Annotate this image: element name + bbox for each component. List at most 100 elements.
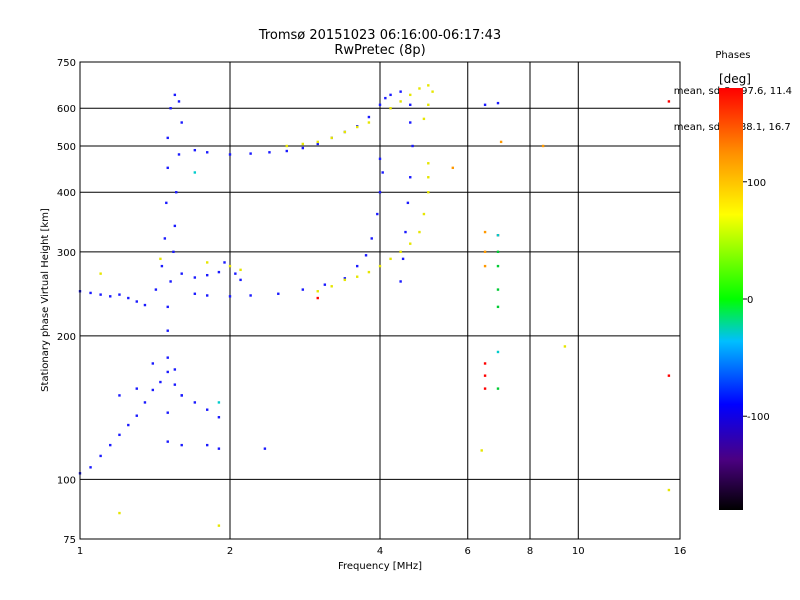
chart-title: Tromsø 20151023 06:16:00-06:17:43 RwPret… xyxy=(180,28,580,58)
data-point xyxy=(422,117,426,121)
data-point xyxy=(451,166,455,170)
data-point xyxy=(228,295,232,298)
colorbar-tick-label: -100 xyxy=(747,412,770,423)
data-point xyxy=(483,387,487,390)
data-point xyxy=(409,176,412,179)
data-point xyxy=(277,292,280,295)
data-point xyxy=(109,443,112,447)
data-point xyxy=(285,149,288,153)
data-point xyxy=(118,433,121,437)
data-point xyxy=(496,387,500,390)
data-point xyxy=(389,257,392,261)
data-point xyxy=(99,454,102,458)
data-point xyxy=(165,201,168,205)
data-point xyxy=(193,171,197,174)
data-point xyxy=(343,130,347,134)
data-point xyxy=(159,257,162,261)
data-point xyxy=(169,280,172,283)
data-point xyxy=(127,296,130,300)
data-point xyxy=(180,443,183,447)
data-point xyxy=(118,394,121,397)
x-tick-label: 1 xyxy=(77,546,83,557)
x-tick-label: 16 xyxy=(674,546,687,557)
data-point xyxy=(316,142,319,146)
data-point xyxy=(367,121,371,124)
data-point xyxy=(193,292,197,295)
data-point xyxy=(378,191,382,194)
data-point xyxy=(99,293,102,296)
data-point xyxy=(389,107,392,110)
y-tick-label: 600 xyxy=(57,104,76,115)
y-tick-label: 400 xyxy=(57,188,76,199)
data-point xyxy=(499,140,503,144)
data-point xyxy=(143,303,147,307)
data-point xyxy=(330,136,333,140)
data-point xyxy=(370,237,373,240)
data-point xyxy=(173,224,177,228)
data-point xyxy=(367,270,371,274)
data-point xyxy=(166,356,169,359)
data-point xyxy=(99,272,102,275)
data-point xyxy=(355,264,359,268)
data-point xyxy=(367,115,371,119)
data-point xyxy=(409,242,412,245)
data-point xyxy=(89,466,92,469)
data-point xyxy=(483,362,487,365)
data-point xyxy=(205,151,209,154)
data-point xyxy=(239,268,242,272)
data-point xyxy=(166,329,169,332)
data-point xyxy=(399,280,402,283)
data-point xyxy=(217,401,221,404)
data-point xyxy=(496,250,500,254)
y-tick-label: 75 xyxy=(63,535,76,546)
data-point xyxy=(667,374,671,377)
colorbar-tick-label: 100 xyxy=(747,178,766,189)
data-point xyxy=(496,288,500,291)
data-point xyxy=(263,447,267,450)
data-point xyxy=(427,162,430,165)
data-point xyxy=(316,290,319,293)
data-point xyxy=(169,107,172,110)
data-point xyxy=(409,103,412,107)
data-point xyxy=(223,261,226,264)
data-point xyxy=(163,237,167,240)
data-point xyxy=(217,416,221,419)
data-point xyxy=(173,93,177,97)
data-point xyxy=(109,295,112,298)
data-point xyxy=(667,100,671,103)
data-point xyxy=(205,261,209,264)
data-point xyxy=(364,254,368,257)
data-point xyxy=(177,100,181,103)
data-point xyxy=(228,153,232,156)
x-tick-label: 10 xyxy=(572,546,585,557)
y-tick-label: 100 xyxy=(57,475,76,486)
data-point xyxy=(193,276,197,279)
grid xyxy=(79,61,681,540)
data-point xyxy=(483,103,487,107)
data-point xyxy=(378,264,382,268)
y-tick-label: 500 xyxy=(57,142,76,153)
data-point xyxy=(399,250,402,254)
data-point xyxy=(205,408,209,411)
data-point xyxy=(193,401,197,404)
data-point xyxy=(249,294,252,297)
data-point xyxy=(89,291,92,295)
y-tick-label: 200 xyxy=(57,332,76,343)
data-point xyxy=(378,103,382,107)
data-point xyxy=(427,84,430,87)
data-point xyxy=(239,278,242,282)
colorbar-ticks: 100 0 -100 xyxy=(743,178,770,423)
y-tick-label: 300 xyxy=(57,248,76,259)
data-point xyxy=(160,264,164,268)
data-point xyxy=(330,285,333,288)
data-point xyxy=(205,273,209,277)
data-point xyxy=(431,90,434,93)
data-point xyxy=(316,140,319,144)
data-point xyxy=(228,264,232,268)
x-tick-label: 2 xyxy=(227,546,233,557)
data-point xyxy=(285,144,288,148)
data-point xyxy=(343,278,347,282)
data-point xyxy=(409,121,412,124)
data-point xyxy=(166,370,169,374)
data-point xyxy=(496,350,500,354)
